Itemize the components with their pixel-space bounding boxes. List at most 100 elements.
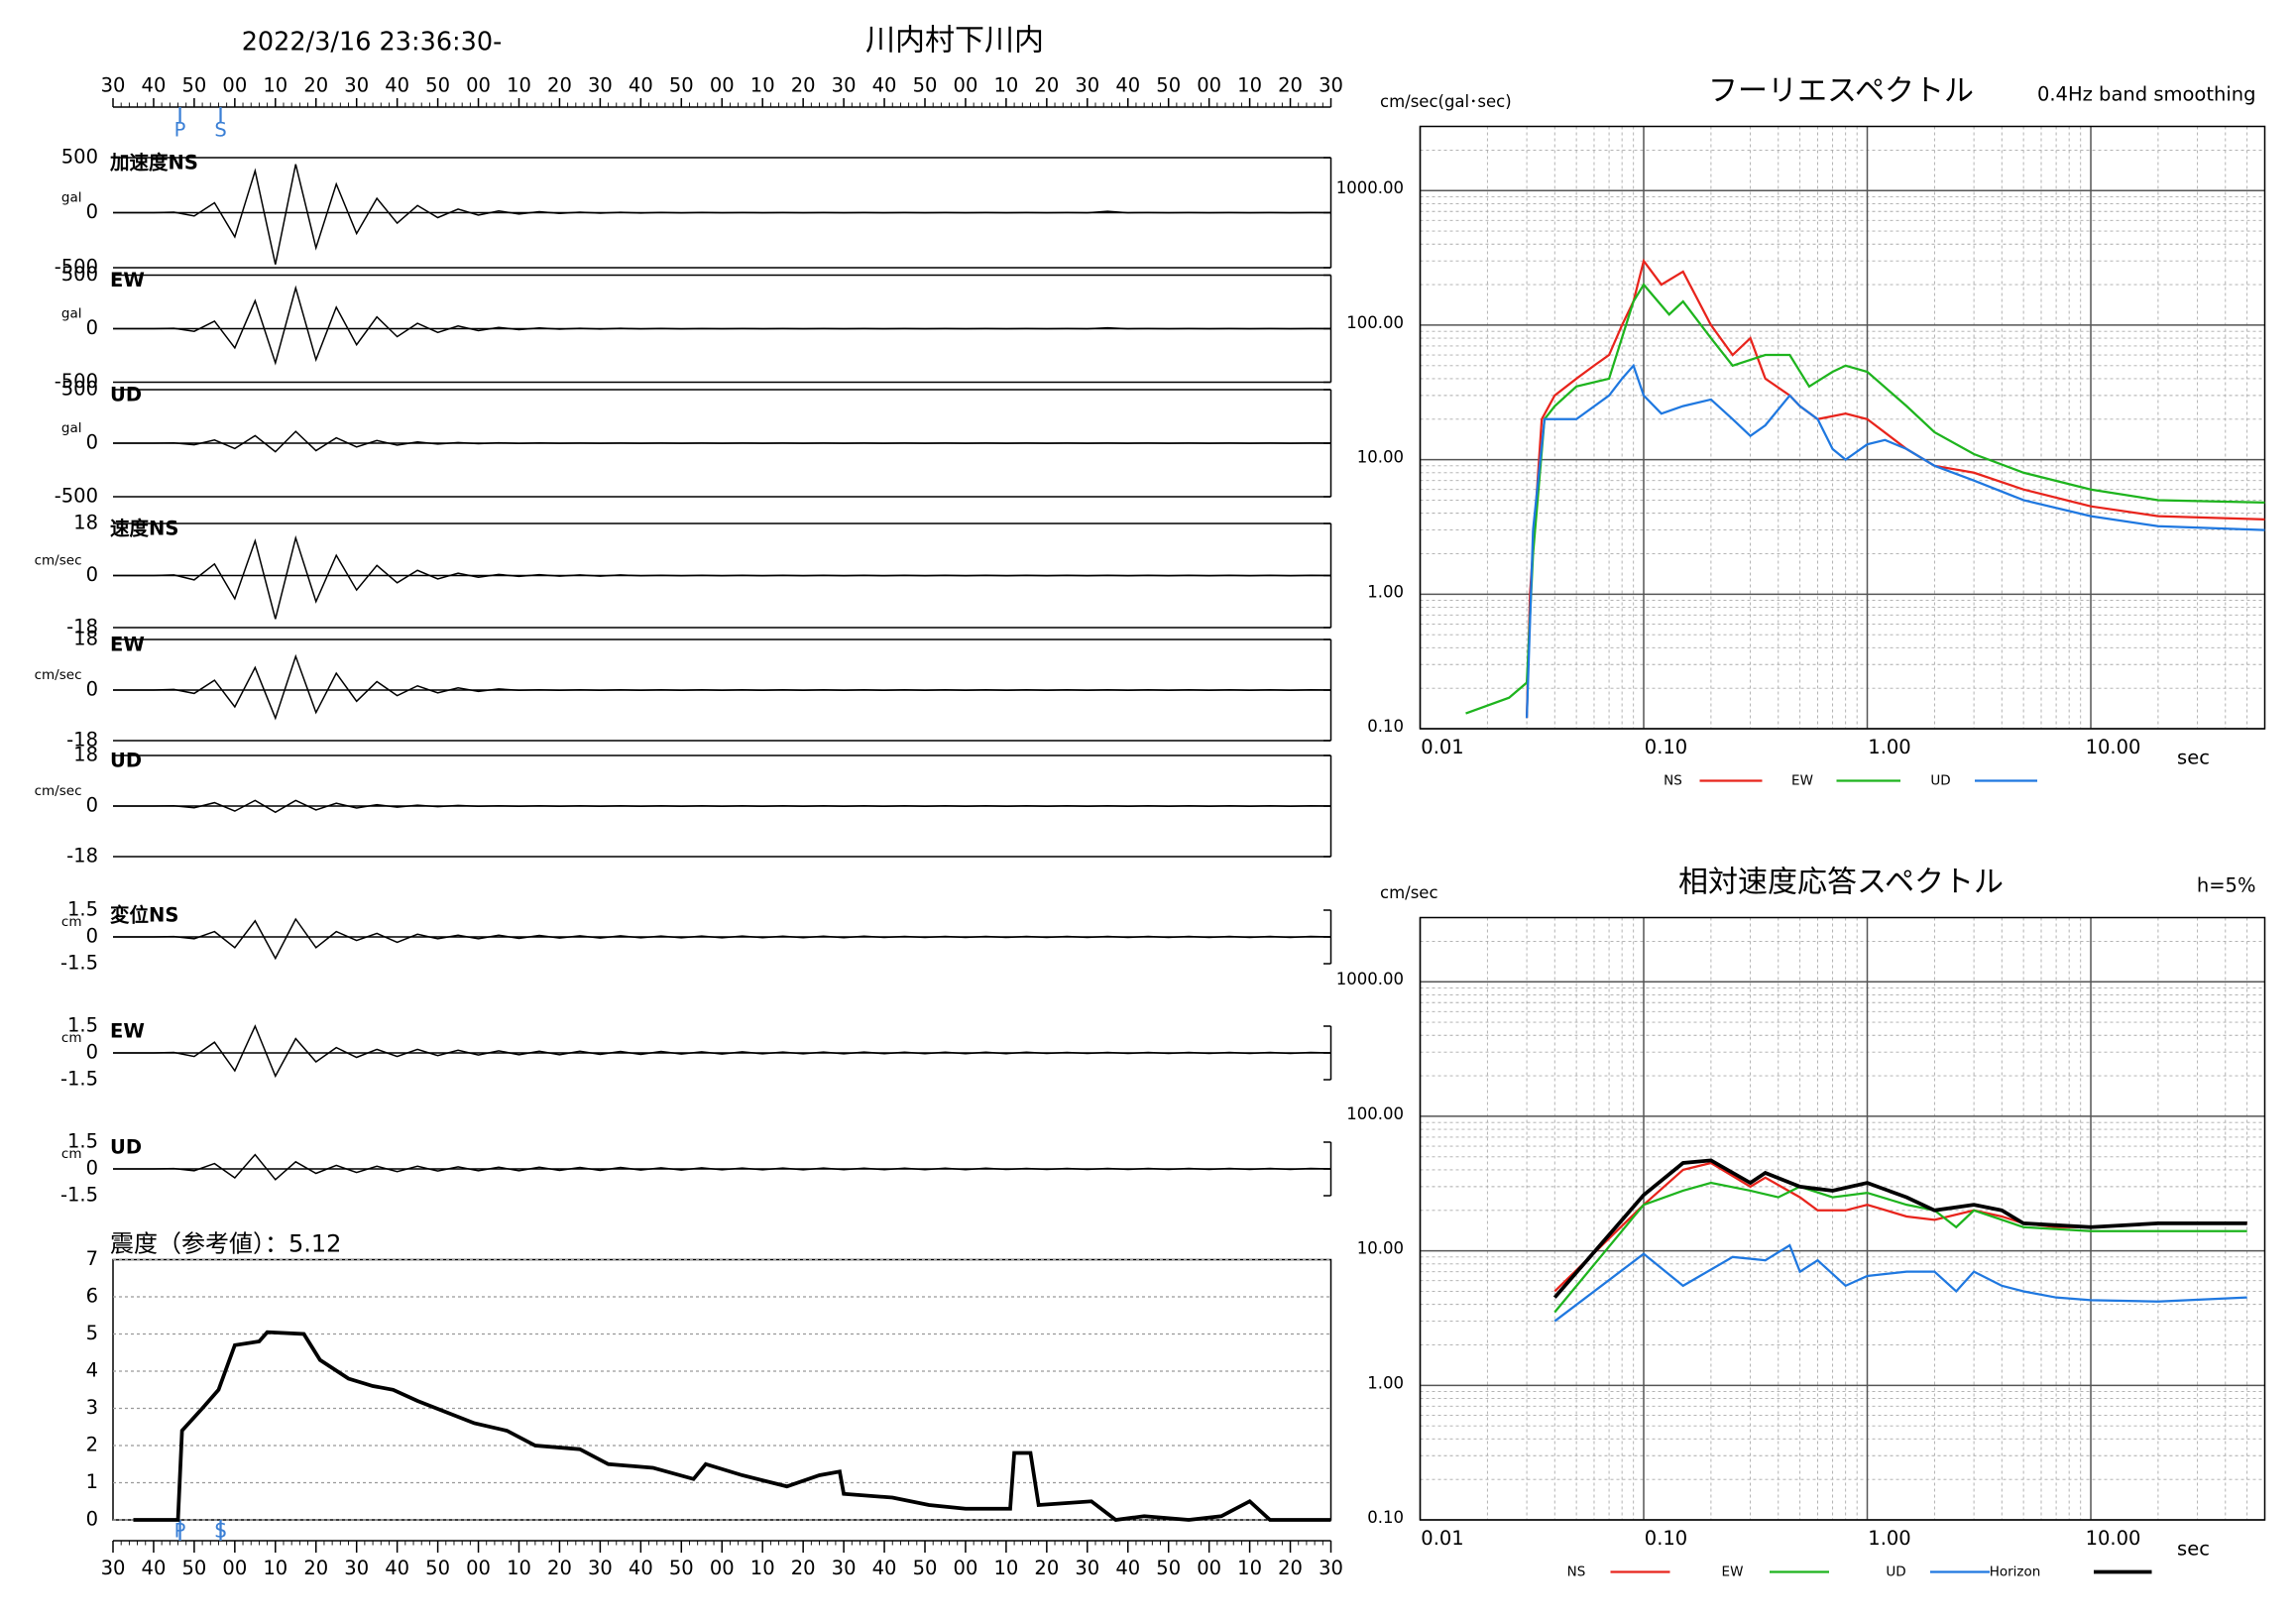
intensity-line (133, 1330, 1331, 1522)
time-tick-label: 40 (142, 1557, 167, 1579)
y-tick-label: 1000.00 (1336, 970, 1404, 988)
time-tick-label: 30 (832, 1557, 857, 1579)
trace-label: EW (110, 1020, 145, 1043)
y-tick-label: 1000.00 (1336, 178, 1404, 197)
time-tick-label: 00 (954, 74, 978, 97)
waveform (113, 285, 1331, 366)
y-tick-label: 0 (86, 200, 98, 223)
x-tick-label: 10.00 (2086, 736, 2141, 758)
legend-label: EW (1791, 773, 1813, 789)
unit-label: gal (61, 190, 82, 206)
y-axis-label: cm/sec(gal･sec) (1380, 92, 1512, 111)
time-tick-label: 10 (993, 1557, 1018, 1579)
time-tick-label: 50 (181, 74, 206, 97)
y-tick-label: 100.00 (1346, 313, 1404, 332)
time-tick-label: 00 (222, 74, 247, 97)
y-tick-label: 1.5 (67, 1130, 98, 1153)
y-tick-label: 2 (86, 1434, 98, 1456)
datetime: 2022/3/16 23:36:30- (242, 28, 503, 58)
trace-label: UD (110, 384, 142, 406)
y-tick-label: 5 (86, 1322, 98, 1344)
y-tick-label: -500 (55, 256, 98, 279)
spectrum-line (1553, 1161, 2247, 1293)
x-tick-label: 0.01 (1421, 1527, 1463, 1550)
unit-label: cm/sec (35, 667, 82, 683)
trace-label: UD (110, 1136, 142, 1159)
trace-label: EW (110, 269, 145, 291)
y-tick-label: 6 (86, 1285, 98, 1308)
unit-label: cm/sec (35, 783, 82, 799)
y-tick-label: 10.00 (1357, 448, 1404, 467)
time-tick-label: 50 (913, 1557, 938, 1579)
trace-label: 加速度NS (109, 152, 198, 174)
y-tick-label: -1.5 (60, 1068, 98, 1091)
time-tick-label: 30 (344, 1557, 369, 1579)
time-tick-label: 30 (1319, 1557, 1343, 1579)
time-tick-label: 00 (466, 1557, 491, 1579)
spectrum-line (1553, 1243, 2247, 1323)
time-tick-label: 30 (101, 74, 126, 97)
time-tick-label: 00 (1197, 74, 1221, 97)
trace-label: EW (110, 634, 145, 656)
time-tick-label: 20 (1278, 74, 1303, 97)
time-tick-label: 10 (507, 74, 531, 97)
unit-label: gal (61, 306, 82, 322)
phase-label: S (214, 119, 226, 142)
y-tick-label: 1.5 (67, 1014, 98, 1037)
time-tick-label: 50 (181, 1557, 206, 1579)
time-tick-label: 30 (588, 1557, 613, 1579)
time-tick-label: 30 (588, 74, 613, 97)
time-tick-label: 00 (466, 74, 491, 97)
intensity-title: 震度（参考値）：5.12 (110, 1230, 341, 1258)
unit-label: cm/sec (35, 553, 82, 569)
y-tick-label: 3 (86, 1396, 98, 1419)
y-tick-label: 0 (86, 1508, 98, 1531)
time-tick-label: 30 (1075, 1557, 1099, 1579)
legend-label: UD (1886, 1565, 1905, 1580)
y-tick-label: 100.00 (1346, 1104, 1404, 1123)
time-tick-label: 10 (507, 1557, 531, 1579)
time-tick-label: 50 (425, 1557, 450, 1579)
x-axis-label: sec (2177, 747, 2210, 769)
time-tick-label: 40 (1115, 74, 1140, 97)
time-tick-label: 10 (263, 1557, 287, 1579)
time-tick-label: 30 (101, 1557, 126, 1579)
time-tick-label: 20 (303, 1557, 328, 1579)
y-tick-label: 0 (86, 678, 98, 701)
y-tick-label: -500 (55, 370, 98, 393)
time-tick-label: 30 (832, 74, 857, 97)
time-tick-label: 00 (710, 74, 735, 97)
station: 川内村下川内 (865, 24, 1044, 58)
time-tick-label: 00 (1197, 1557, 1221, 1579)
y-tick-label: -18 (66, 616, 98, 638)
time-tick-label: 50 (1156, 1557, 1181, 1579)
time-tick-label: 10 (1237, 1557, 1262, 1579)
y-tick-label: 0 (86, 1041, 98, 1064)
time-tick-label: 50 (913, 74, 938, 97)
time-tick-label: 20 (1278, 1557, 1303, 1579)
time-tick-label: 40 (872, 1557, 897, 1579)
time-tick-label: 00 (222, 1557, 247, 1579)
y-tick-label: 18 (73, 628, 98, 650)
y-tick-label: 1.00 (1367, 582, 1404, 601)
x-axis-label: sec (2177, 1538, 2210, 1561)
time-tick-label: 40 (872, 74, 897, 97)
time-tick-label: 40 (629, 74, 653, 97)
legend-label: NS (1567, 1565, 1586, 1580)
y-tick-label: 18 (73, 512, 98, 534)
time-tick-label: 00 (710, 1557, 735, 1579)
panel-frame (112, 1258, 1332, 1521)
time-tick-label: 50 (669, 1557, 694, 1579)
phase-label: S (214, 1520, 226, 1543)
spectrum-line (1525, 258, 2265, 719)
y-tick-label: -18 (66, 845, 98, 868)
trace-label: 速度NS (110, 518, 178, 540)
y-tick-label: 18 (73, 744, 98, 766)
plot-frame (1419, 125, 2266, 730)
x-tick-label: 0.10 (1645, 1527, 1687, 1550)
y-tick-label: 0.10 (1367, 717, 1404, 736)
chart-title: フーリエスペクトル (1708, 74, 1974, 109)
y-tick-label: 500 (61, 263, 98, 286)
time-tick-label: 30 (344, 74, 369, 97)
